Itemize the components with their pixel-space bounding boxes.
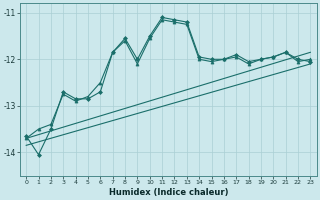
X-axis label: Humidex (Indice chaleur): Humidex (Indice chaleur) [108,188,228,197]
